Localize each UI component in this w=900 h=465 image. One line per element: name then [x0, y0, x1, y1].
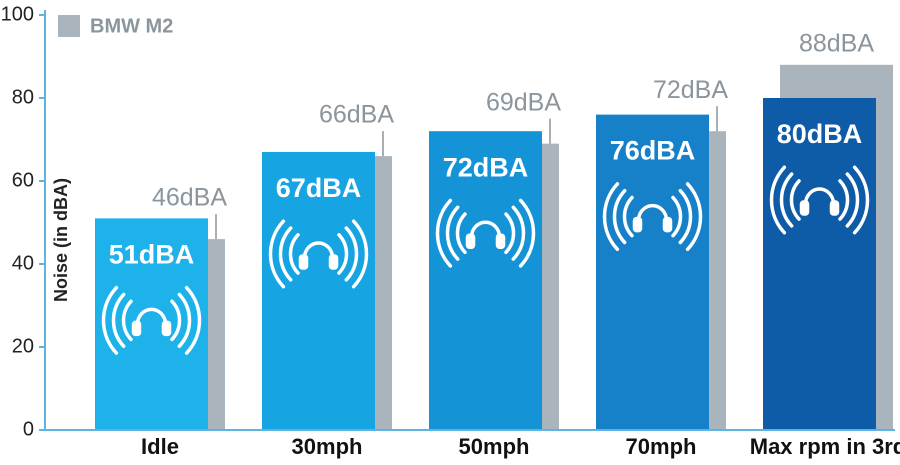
y-tick-label: 20: [12, 335, 34, 357]
x-tick-label: 30mph: [292, 434, 363, 459]
icon-cup: [799, 200, 810, 216]
icon-wave: [622, 195, 634, 238]
icon-cup: [662, 216, 673, 233]
value-label: 46dBA: [152, 184, 227, 212]
icon-wave: [455, 212, 467, 255]
icon-band: [636, 203, 669, 223]
value-label: 67dBA: [276, 173, 362, 203]
headphone-icon: [769, 165, 870, 235]
icon-wave: [511, 205, 526, 261]
icon-cup: [131, 320, 142, 337]
icon-wave: [111, 292, 126, 349]
icon-cup: [328, 254, 339, 270]
icon-wave: [288, 233, 300, 275]
value-label: 51dBA: [109, 239, 195, 269]
icon-wave: [678, 188, 693, 245]
y-tick-label: 40: [12, 252, 34, 274]
bar: [763, 98, 876, 430]
headphone-icon: [435, 198, 536, 268]
x-tick-label: Idle: [141, 434, 179, 459]
icon-wave: [445, 205, 460, 261]
x-tick-label: 50mph: [459, 434, 530, 459]
icon-wave: [344, 226, 359, 282]
icon-wave: [170, 299, 182, 342]
icon-cup: [495, 233, 506, 249]
icon-wave: [779, 172, 794, 228]
headphone-icon: [101, 285, 202, 355]
value-label: 88dBA: [799, 29, 874, 57]
legend-swatch: [58, 15, 80, 37]
icon-band: [803, 187, 836, 206]
icon-wave: [435, 198, 453, 268]
icon-band: [302, 241, 335, 260]
icon-wave: [685, 182, 703, 252]
legend-label: BMW M2: [90, 15, 173, 37]
x-tick-label: Max rpm in 3rd: [750, 434, 900, 459]
icon-wave: [671, 195, 683, 238]
icon-wave: [852, 165, 870, 235]
y-tick-label: 60: [12, 169, 34, 191]
icon-wave: [177, 292, 192, 349]
y-tick-label: 100: [1, 3, 34, 25]
bar: [262, 151, 375, 430]
icon-wave: [101, 285, 119, 355]
value-label: 72dBA: [653, 76, 728, 104]
icon-wave: [612, 188, 627, 245]
icon-wave: [769, 165, 787, 235]
y-tick-label: 80: [12, 86, 34, 108]
icon-wave: [351, 219, 369, 289]
x-tick-label: 70mph: [626, 434, 697, 459]
icon-band: [135, 307, 168, 327]
icon-wave: [121, 299, 133, 342]
icon-wave: [268, 219, 286, 289]
icon-wave: [184, 285, 202, 355]
icon-cup: [829, 200, 840, 216]
value-label: 76dBA: [610, 136, 696, 166]
value-label: 69dBA: [486, 88, 561, 116]
bar: [429, 131, 542, 430]
icon-wave: [602, 182, 620, 252]
icon-band: [469, 220, 502, 239]
headphone-icon: [602, 182, 703, 252]
icon-wave: [278, 226, 293, 282]
icon-wave: [504, 212, 516, 255]
icon-wave: [838, 179, 850, 221]
icon-cup: [465, 233, 476, 249]
y-axis-label: Noise (in dBA): [51, 178, 71, 302]
icon-wave: [518, 198, 536, 268]
headphone-icon: [268, 219, 369, 289]
value-label: 80dBA: [777, 119, 863, 149]
icon-cup: [161, 320, 172, 337]
icon-wave: [789, 179, 801, 221]
icon-wave: [337, 233, 349, 275]
icon-cup: [632, 216, 643, 233]
icon-wave: [845, 172, 860, 228]
value-label: 72dBA: [443, 152, 529, 182]
value-label: 66dBA: [319, 101, 394, 129]
icon-cup: [298, 254, 309, 270]
y-tick-label: 0: [23, 418, 34, 440]
bar: [596, 114, 709, 430]
